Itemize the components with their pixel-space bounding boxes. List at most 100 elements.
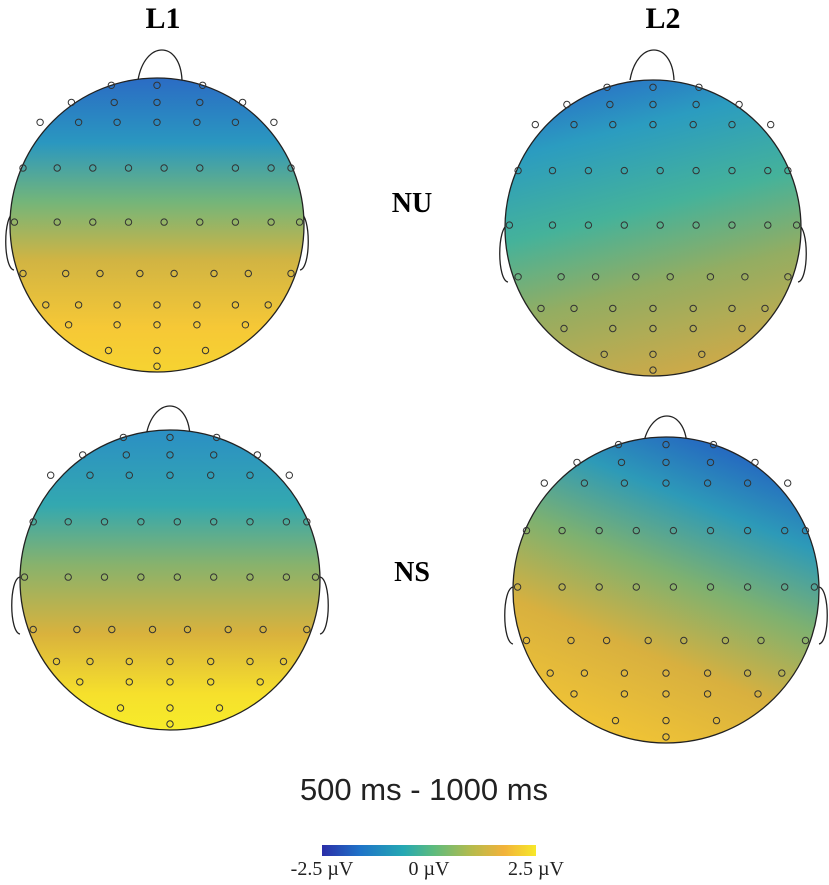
scalp-map	[504, 79, 802, 377]
electrode-marker	[709, 440, 718, 449]
electrode-marker	[662, 733, 670, 741]
electrode-marker	[695, 83, 703, 92]
electrode-marker	[703, 669, 712, 677]
electrode-marker	[728, 221, 736, 229]
electrode-marker	[153, 301, 161, 309]
electrode-marker	[557, 273, 565, 281]
electrode-marker	[244, 269, 253, 278]
electrode-marker	[107, 81, 116, 90]
electrode-marker	[764, 166, 772, 175]
electrode-marker	[76, 678, 84, 686]
electrode-marker	[253, 451, 261, 459]
electrode-marker	[108, 625, 116, 634]
electrode-marker	[166, 720, 174, 728]
electrode-marker	[246, 573, 254, 581]
electrode-marker	[632, 583, 640, 591]
electrode-marker	[620, 479, 629, 487]
electrode-marker	[649, 324, 657, 333]
electrode-marker	[125, 657, 134, 666]
electrode-marker	[558, 526, 566, 535]
electrode-marker	[193, 301, 201, 309]
electrode-marker	[606, 100, 614, 109]
electrode-marker	[514, 273, 522, 281]
electrode-marker	[136, 269, 144, 278]
electrode-marker	[113, 321, 121, 329]
electrode-marker	[662, 479, 670, 487]
electrode-marker	[153, 362, 161, 370]
electrode-marker	[743, 479, 752, 487]
electrode-marker	[170, 269, 178, 278]
electrode-marker	[570, 690, 578, 698]
electrode-marker	[196, 98, 204, 107]
ear-right	[818, 586, 828, 645]
electrode-marker	[270, 118, 278, 127]
electrode-marker	[703, 479, 712, 487]
electrode-marker	[282, 573, 291, 581]
electrode-marker	[73, 625, 81, 634]
electrode-marker	[548, 166, 557, 175]
colorbar-max-label: 2.5 µV	[508, 858, 564, 880]
electrode-marker	[246, 518, 254, 526]
electrode-marker	[246, 471, 254, 479]
topomap-l2-ns	[504, 415, 828, 744]
electrode-marker	[540, 479, 548, 487]
electrode-marker	[792, 221, 801, 229]
electrode-marker	[656, 166, 664, 175]
electrode-marker	[689, 324, 697, 333]
electrode-marker	[546, 669, 554, 677]
electrode-marker	[148, 625, 157, 634]
electrode-marker	[620, 690, 629, 698]
electrode-marker	[166, 433, 174, 442]
electrode-marker	[741, 273, 749, 281]
electrode-marker	[649, 350, 657, 358]
electrode-marker	[600, 350, 608, 358]
electrode-marker	[47, 471, 55, 479]
electrode-marker	[757, 636, 765, 645]
electrode-marker	[196, 164, 204, 172]
electrode-marker	[207, 471, 215, 479]
electrode-marker	[196, 218, 204, 226]
electrode-marker	[662, 669, 670, 677]
electrode-marker	[728, 166, 736, 175]
electrode-marker	[153, 321, 161, 329]
electrode-marker	[166, 657, 174, 666]
electrode-marker	[267, 218, 275, 226]
electrode-marker	[721, 636, 730, 645]
electrode-marker	[595, 583, 603, 591]
electrode-marker	[537, 304, 545, 313]
electrode-marker	[311, 573, 320, 581]
electrode-marker	[570, 304, 578, 313]
electrode-marker	[201, 346, 210, 355]
electrode-marker	[698, 350, 706, 358]
electrode-marker	[801, 636, 810, 645]
electrode-marker	[210, 573, 218, 581]
electrode-marker	[52, 657, 61, 666]
electrode-marker	[125, 471, 134, 479]
electrode-marker	[767, 120, 775, 129]
electrode-marker	[119, 433, 128, 442]
electrode-marker	[584, 166, 593, 175]
electrode-marker	[166, 704, 174, 712]
electrode-marker	[689, 304, 697, 313]
electrode-marker	[743, 526, 752, 535]
electrode-marker	[259, 625, 267, 634]
electrode-marker	[153, 346, 161, 355]
electrode-marker	[666, 273, 674, 281]
electrode-marker	[287, 164, 295, 172]
electrode-marker	[166, 471, 174, 479]
electrode-marker	[649, 366, 657, 374]
electrode-marker	[231, 118, 240, 127]
electrode-marker	[42, 301, 50, 309]
electrode-marker	[580, 669, 589, 677]
electrode-marker	[735, 100, 743, 109]
electrode-marker	[573, 458, 581, 467]
electrode-marker	[692, 166, 700, 175]
electrode-marker	[282, 518, 291, 526]
electrode-marker	[303, 625, 311, 634]
electrode-marker	[563, 100, 571, 109]
electrode-marker	[295, 218, 304, 226]
electrode-marker	[712, 716, 721, 725]
electrode-marker	[231, 218, 240, 226]
topomap-l1-ns	[11, 405, 329, 731]
colorbar-min-label: -2.5 µV	[290, 858, 354, 880]
